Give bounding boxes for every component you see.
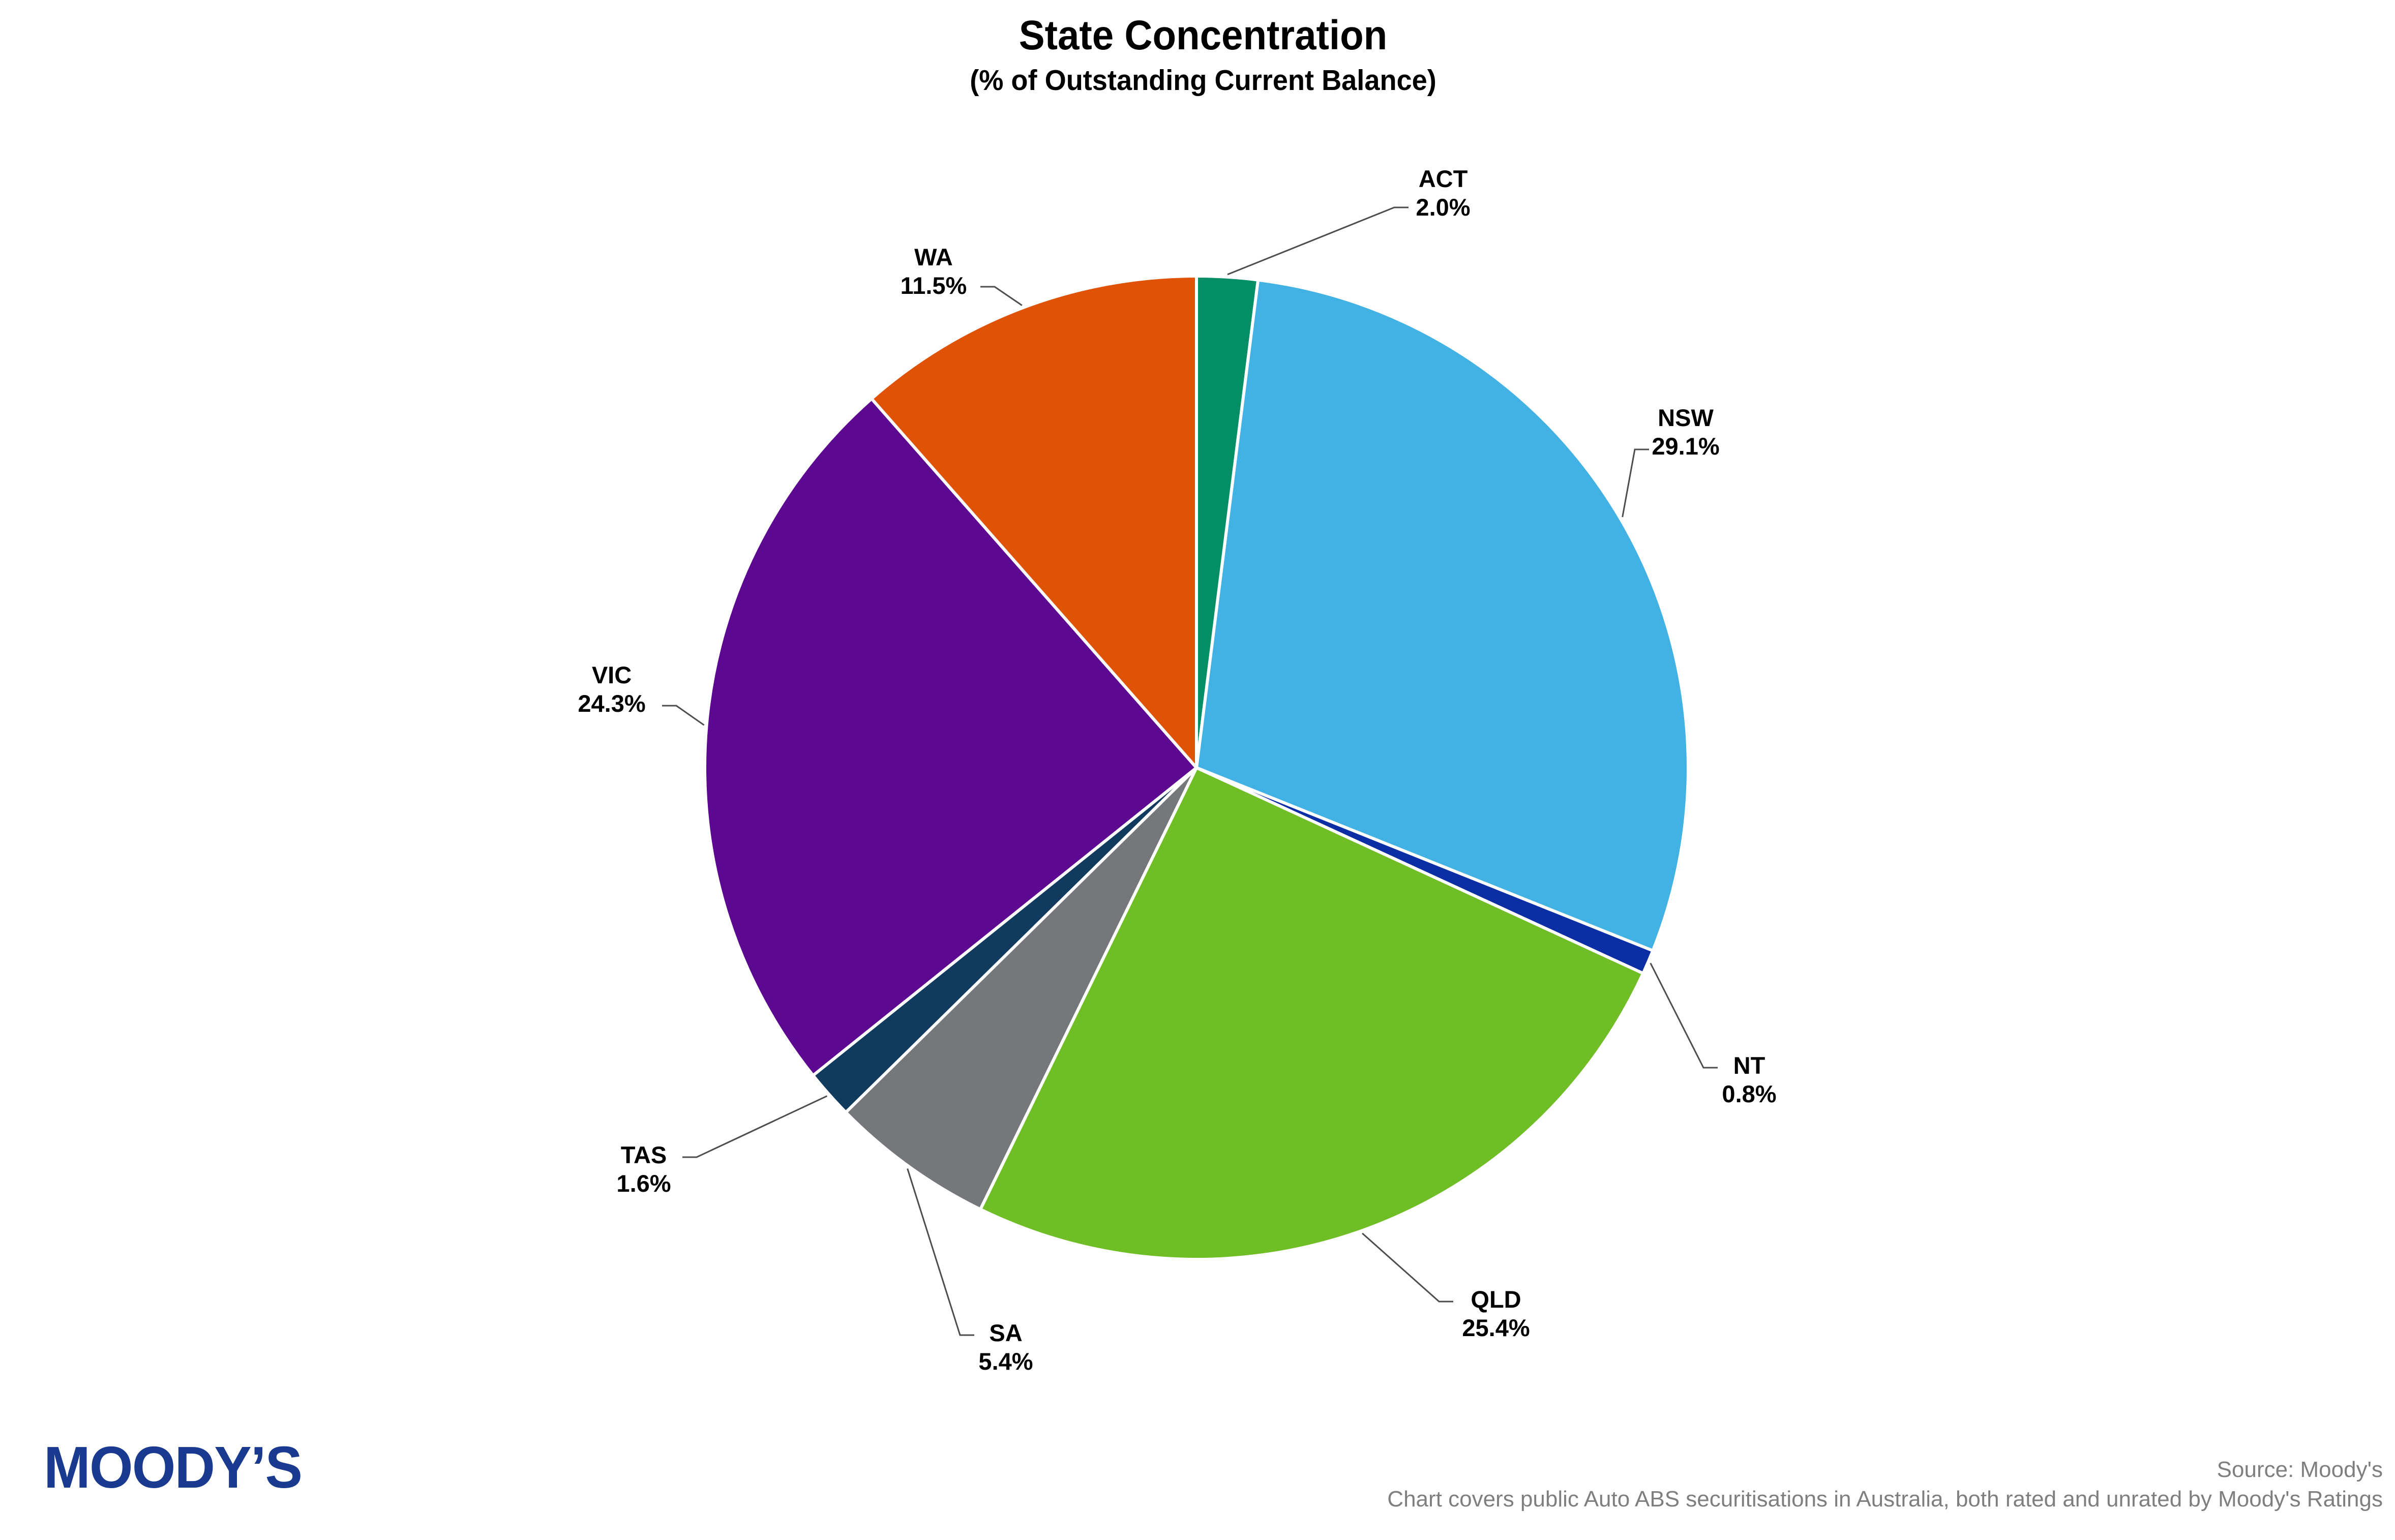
slice-label-vic: VIC 24.3% xyxy=(578,661,645,718)
slice-label-state: NSW xyxy=(1658,404,1714,431)
slice-label-value: 24.3% xyxy=(578,690,646,717)
moodys-logo: MOODY’S xyxy=(44,1434,303,1500)
leader-line-vic xyxy=(662,705,705,726)
leader-line-nsw xyxy=(1622,448,1649,518)
pie-slice-sa xyxy=(844,766,1198,1211)
coverage-note-line: Chart covers public Auto ABS securitisat… xyxy=(1387,1487,2383,1512)
slice-label-state: TAS xyxy=(620,1141,667,1168)
leader-line-sa xyxy=(907,1168,974,1336)
pie-slice-vic xyxy=(703,397,1198,1077)
leader-line-tas xyxy=(682,1095,828,1158)
slice-label-value: 1.6% xyxy=(616,1170,671,1197)
slice-label-nsw: NSW 29.1% xyxy=(1652,404,1719,461)
slice-label-sa: SA 5.4% xyxy=(978,1319,1033,1376)
slice-label-value: 11.5% xyxy=(900,272,967,299)
slice-label-tas: TAS 1.6% xyxy=(616,1141,671,1198)
leader-line-act xyxy=(1227,206,1409,276)
slice-label-nt: NT 0.8% xyxy=(1722,1051,1776,1108)
slice-label-state: NT xyxy=(1733,1052,1765,1079)
slice-label-value: 29.1% xyxy=(1652,433,1720,460)
slice-label-state: ACT xyxy=(1418,165,1468,192)
slice-label-state: WA xyxy=(914,244,953,270)
slice-label-state: QLD xyxy=(1471,1286,1521,1313)
slice-label-value: 5.4% xyxy=(978,1348,1033,1375)
chart-title: State Concentration xyxy=(1019,12,1388,58)
leader-line-qld xyxy=(1362,1232,1453,1303)
pie-slice-qld xyxy=(979,766,1645,1261)
slice-label-value: 25.4% xyxy=(1462,1314,1530,1341)
chart-subtitle: (% of Outstanding Current Balance) xyxy=(970,64,1436,97)
leader-line-wa xyxy=(980,286,1023,306)
slice-label-wa: WA 11.5% xyxy=(901,243,967,300)
pie-slice-wa xyxy=(870,275,1198,769)
pie-slice-nsw xyxy=(1195,278,1690,952)
slice-label-qld: QLD 25.4% xyxy=(1462,1285,1530,1342)
slice-label-act: ACT 2.0% xyxy=(1416,165,1470,222)
source-line: Source: Moody's xyxy=(2217,1457,2383,1482)
leader-line-nt xyxy=(1650,962,1718,1069)
slice-label-value: 2.0% xyxy=(1416,194,1471,221)
slice-label-value: 0.8% xyxy=(1722,1080,1777,1107)
source-note: Source: Moody's Chart covers public Auto… xyxy=(1387,1455,2383,1514)
slice-label-state: SA xyxy=(989,1319,1023,1346)
slice-label-state: VIC xyxy=(591,661,632,688)
